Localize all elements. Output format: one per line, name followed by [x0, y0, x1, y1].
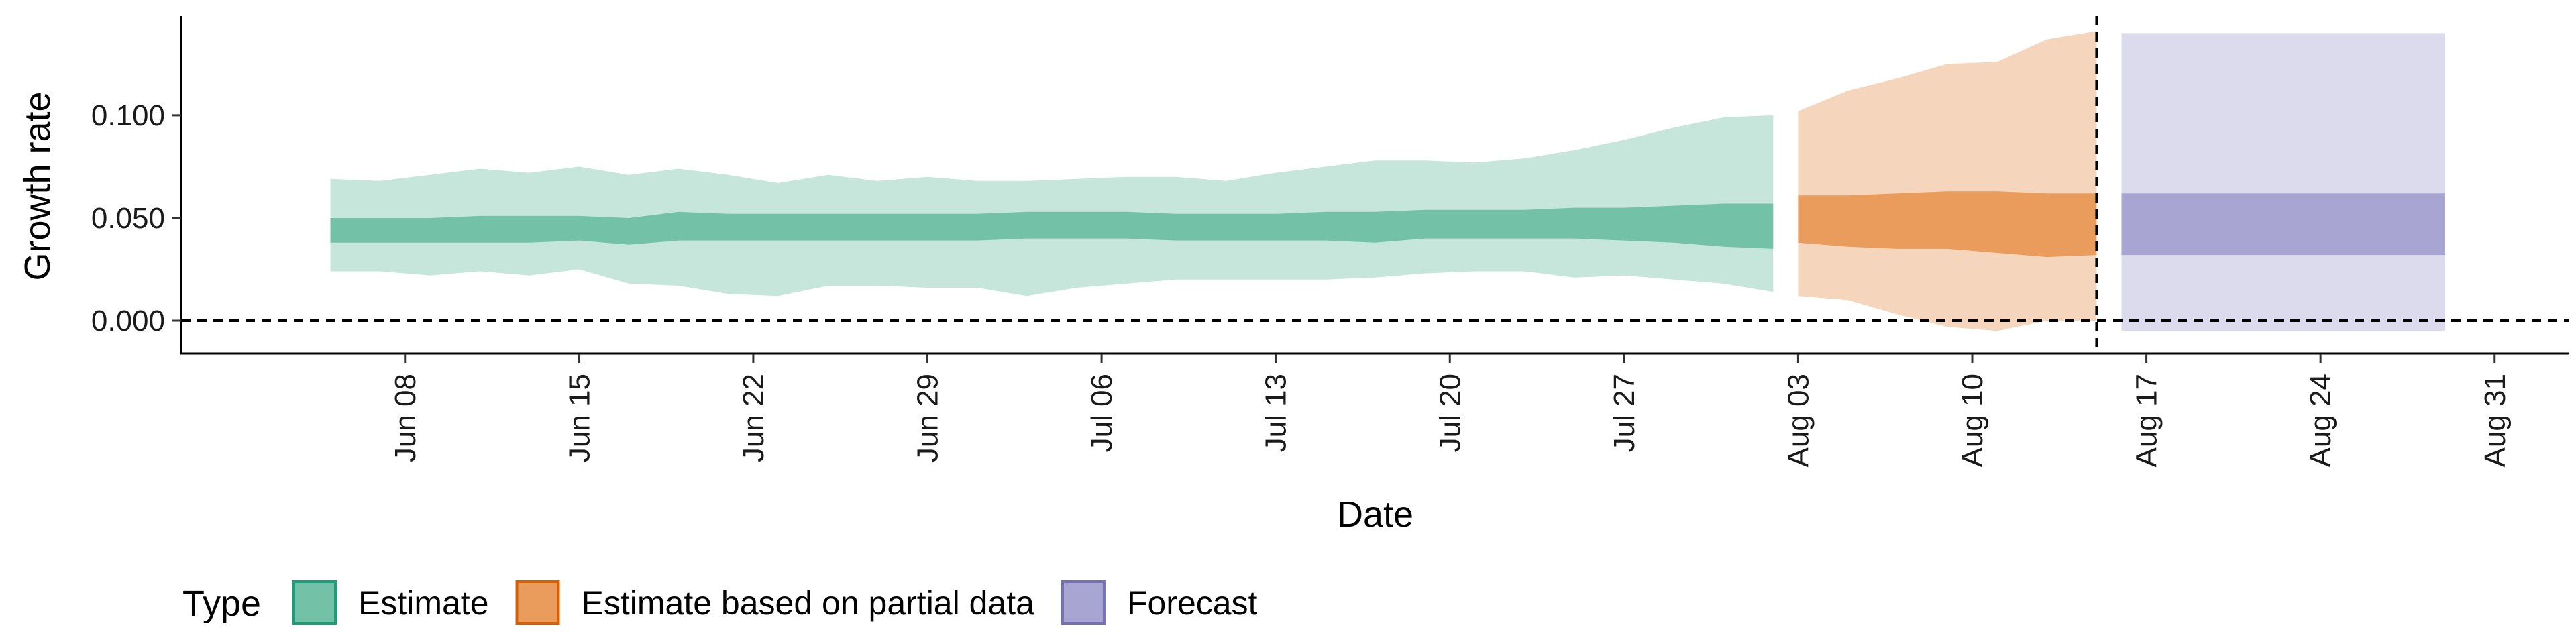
chart-bands: [330, 31, 2445, 331]
y-tick-label: 0.000: [91, 305, 165, 337]
legend-key-estimate-based-on-partial-data: [515, 580, 560, 625]
reference-lines: [181, 16, 2569, 354]
legend-key-forecast: [1061, 580, 1106, 625]
x-tick-label: Aug 31: [2479, 374, 2512, 467]
band-outer-estimate: [330, 115, 1774, 297]
x-tick-label: Jul 06: [1085, 374, 1118, 452]
x-tick-label: Aug 17: [2131, 374, 2163, 467]
band-outer-forecast: [2121, 33, 2445, 331]
y-tick-label: 0.050: [91, 202, 165, 235]
x-tick-label: Aug 03: [1782, 374, 1815, 467]
band-inner-estimate-based-on-partial-data: [1798, 191, 2097, 258]
band-inner-estimate: [330, 203, 1774, 249]
legend-key-estimate: [292, 580, 337, 625]
y-axis-title: Growth rate: [17, 91, 58, 280]
legend-label-estimate: Estimate: [358, 584, 489, 622]
x-tick-label: Jun 29: [912, 374, 945, 462]
y-tick-label: 0.100: [91, 99, 165, 132]
legend-label-estimate-based-on-partial-data: Estimate based on partial data: [582, 584, 1035, 622]
x-tick-label: Jul 27: [1608, 374, 1641, 452]
band-outer-estimate-based-on-partial-data: [1798, 31, 2097, 331]
x-tick-label: Jul 13: [1260, 374, 1293, 452]
band-inner-forecast: [2121, 193, 2445, 256]
legend: Type Estimate Estimate based on partial d…: [182, 580, 1258, 625]
chart-axes: 0.000 0.050 0.100 Jun 08 Jun 15 Jun 22 Jun 29 J…: [91, 16, 2569, 467]
x-axis-title: Date: [1337, 494, 1413, 535]
x-tick-label: Jul 20: [1434, 374, 1466, 452]
x-tick-label: Jun 15: [563, 374, 596, 462]
legend-title: Type: [182, 584, 261, 624]
x-tick-label: Jun 22: [737, 374, 770, 462]
x-tick-label: Aug 24: [2304, 374, 2337, 467]
x-tick-label: Jun 08: [389, 374, 422, 462]
x-tick-label: Aug 10: [1956, 374, 1989, 467]
legend-label-forecast: Forecast: [1127, 584, 1258, 622]
